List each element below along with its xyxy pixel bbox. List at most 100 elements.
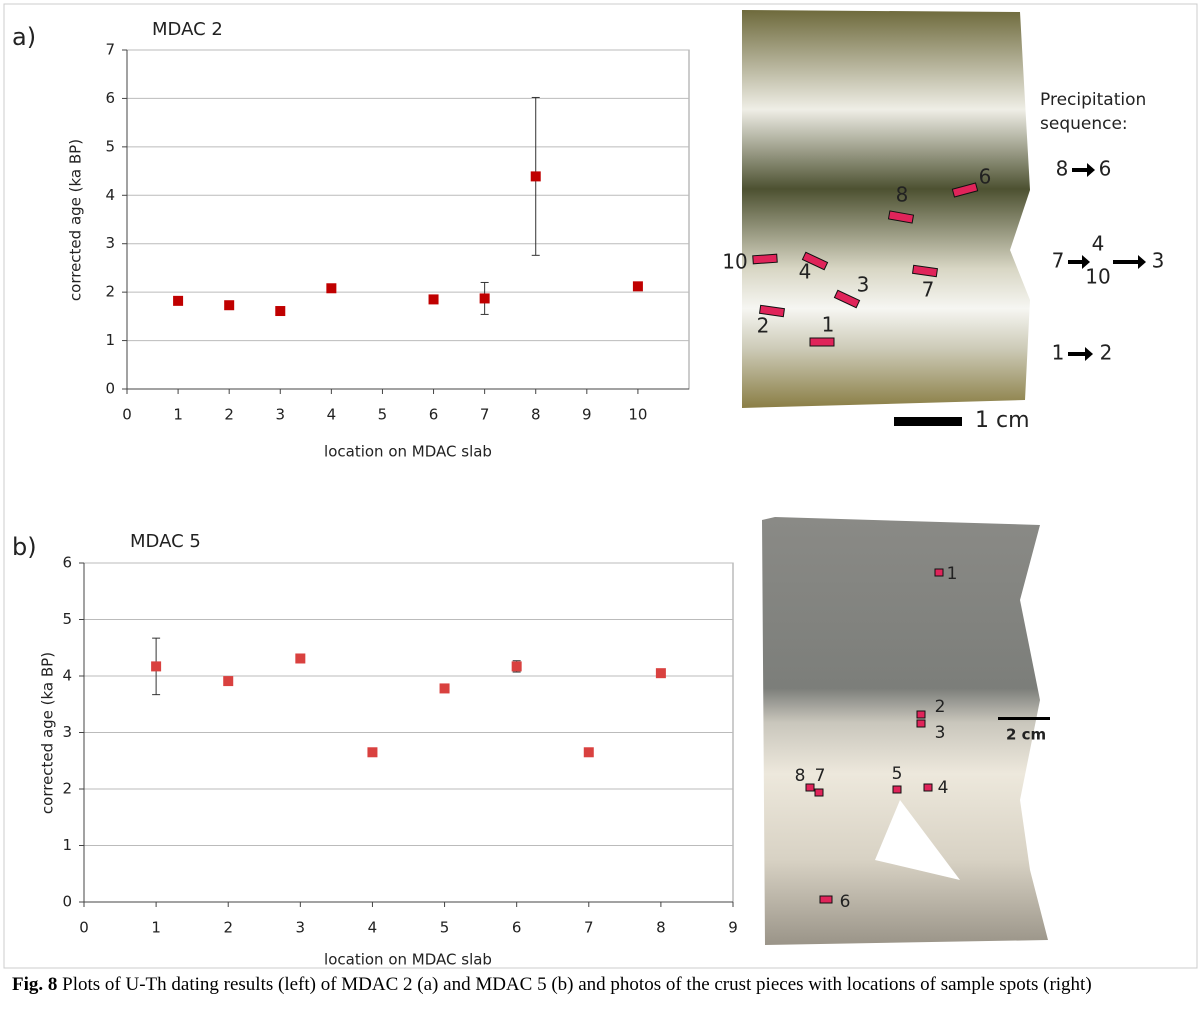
y-tick-label: 7 bbox=[105, 41, 115, 59]
chart-title: MDAC 5 bbox=[130, 531, 201, 552]
x-tick-label: 5 bbox=[440, 919, 450, 937]
sequence-step: 7 bbox=[1052, 249, 1065, 273]
panel-label: a) bbox=[12, 23, 36, 51]
marker bbox=[583, 747, 594, 758]
sample-spot bbox=[809, 337, 835, 347]
sample-spot bbox=[752, 253, 778, 265]
marker bbox=[439, 683, 450, 694]
x-tick-label: 1 bbox=[151, 919, 161, 937]
photo-a bbox=[742, 10, 1030, 408]
spot-label: 3 bbox=[935, 723, 946, 743]
x-tick-label: 8 bbox=[656, 919, 666, 937]
spot-label: 2 bbox=[757, 314, 770, 338]
marker bbox=[224, 300, 235, 311]
x-tick-label: 2 bbox=[224, 406, 234, 424]
x-tick-label: 4 bbox=[327, 406, 337, 424]
arrow-head bbox=[1138, 255, 1146, 269]
marker bbox=[173, 295, 184, 306]
x-tick-label: 7 bbox=[584, 919, 594, 937]
sample-spot bbox=[911, 264, 939, 278]
spot-label: 6 bbox=[979, 165, 992, 189]
x-tick-label: 2 bbox=[223, 919, 233, 937]
sample-spot bbox=[819, 895, 833, 904]
sample-spot bbox=[934, 568, 944, 577]
sequence-step: 2 bbox=[1100, 341, 1113, 365]
y-tick-label: 1 bbox=[105, 331, 115, 349]
marker bbox=[479, 293, 490, 304]
x-tick-label: 8 bbox=[531, 406, 541, 424]
spot-label: 3 bbox=[857, 273, 870, 297]
spot-label: 7 bbox=[815, 766, 826, 786]
x-tick-label: 3 bbox=[275, 406, 285, 424]
sample-spot bbox=[887, 210, 915, 224]
caption-text: Plots of U-Th dating results (left) of M… bbox=[57, 974, 1092, 995]
x-tick-label: 9 bbox=[728, 919, 738, 937]
spot-label: 8 bbox=[795, 766, 806, 786]
panel-label: b) bbox=[12, 533, 37, 561]
spot-label: 8 bbox=[896, 183, 909, 207]
sequence-step: 6 bbox=[1099, 157, 1112, 181]
arrow-head bbox=[1085, 347, 1093, 361]
marker bbox=[428, 294, 439, 305]
sample-spot bbox=[758, 304, 786, 318]
caption: Fig. 8 Plots of U-Th dating results (lef… bbox=[12, 972, 1192, 998]
sequence-title: sequence: bbox=[1040, 114, 1128, 134]
figure-frame bbox=[3, 3, 1198, 969]
x-tick-label: 10 bbox=[628, 406, 647, 424]
x-tick-label: 9 bbox=[582, 406, 592, 424]
x-tick-label: 1 bbox=[173, 406, 183, 424]
y-tick-label: 4 bbox=[62, 667, 72, 685]
y-tick-label: 2 bbox=[105, 283, 115, 301]
x-axis-label: location on MDAC slab bbox=[324, 443, 492, 461]
x-axis-label: location on MDAC slab bbox=[324, 951, 492, 969]
y-tick-label: 4 bbox=[105, 186, 115, 204]
y-tick-label: 5 bbox=[62, 610, 72, 628]
sample-spot bbox=[916, 719, 926, 728]
arrow-head bbox=[1087, 163, 1095, 177]
x-tick-label: 0 bbox=[122, 406, 132, 424]
spot-label: 6 bbox=[840, 892, 851, 912]
marker bbox=[326, 283, 337, 294]
scale-bar bbox=[998, 717, 1050, 720]
plot-frame bbox=[126, 49, 690, 390]
x-tick-label: 6 bbox=[429, 406, 439, 424]
x-tick-label: 4 bbox=[368, 919, 378, 937]
photo-b bbox=[762, 517, 1048, 945]
y-tick-label: 0 bbox=[105, 380, 115, 398]
sample-spot bbox=[801, 251, 829, 271]
arrow-head bbox=[1082, 255, 1090, 269]
y-tick-label: 0 bbox=[62, 893, 72, 911]
sample-spot bbox=[892, 785, 902, 794]
x-tick-label: 5 bbox=[378, 406, 388, 424]
scale-label: 2 cm bbox=[1006, 726, 1046, 744]
sample-spot bbox=[923, 783, 933, 792]
x-tick-label: 0 bbox=[79, 919, 89, 937]
y-tick-label: 1 bbox=[62, 836, 72, 854]
y-tick-label: 3 bbox=[105, 234, 115, 252]
caption-label: Fig. 8 bbox=[12, 974, 58, 995]
y-tick-label: 2 bbox=[62, 780, 72, 798]
spot-label: 1 bbox=[822, 313, 835, 337]
x-tick-label: 7 bbox=[480, 406, 490, 424]
y-tick-label: 5 bbox=[105, 137, 115, 155]
marker bbox=[275, 306, 286, 317]
marker bbox=[223, 676, 234, 687]
marker bbox=[511, 661, 522, 672]
sequence-step: 4 bbox=[1092, 232, 1105, 256]
sample-spot bbox=[951, 182, 979, 198]
sample-spot bbox=[833, 289, 861, 309]
marker bbox=[151, 661, 162, 672]
sequence-step: 3 bbox=[1152, 249, 1165, 273]
y-tick-label: 6 bbox=[105, 89, 115, 107]
sequence-step: 1 bbox=[1052, 341, 1065, 365]
sample-spot bbox=[805, 783, 815, 792]
spot-label: 5 bbox=[892, 764, 903, 784]
spot-label: 1 bbox=[947, 564, 958, 584]
marker bbox=[295, 653, 306, 664]
y-tick-label: 6 bbox=[62, 554, 72, 572]
x-tick-label: 3 bbox=[296, 919, 306, 937]
spot-label: 7 bbox=[922, 278, 935, 302]
sequence-step: 10 bbox=[1085, 265, 1110, 289]
chart-title: MDAC 2 bbox=[152, 19, 223, 40]
